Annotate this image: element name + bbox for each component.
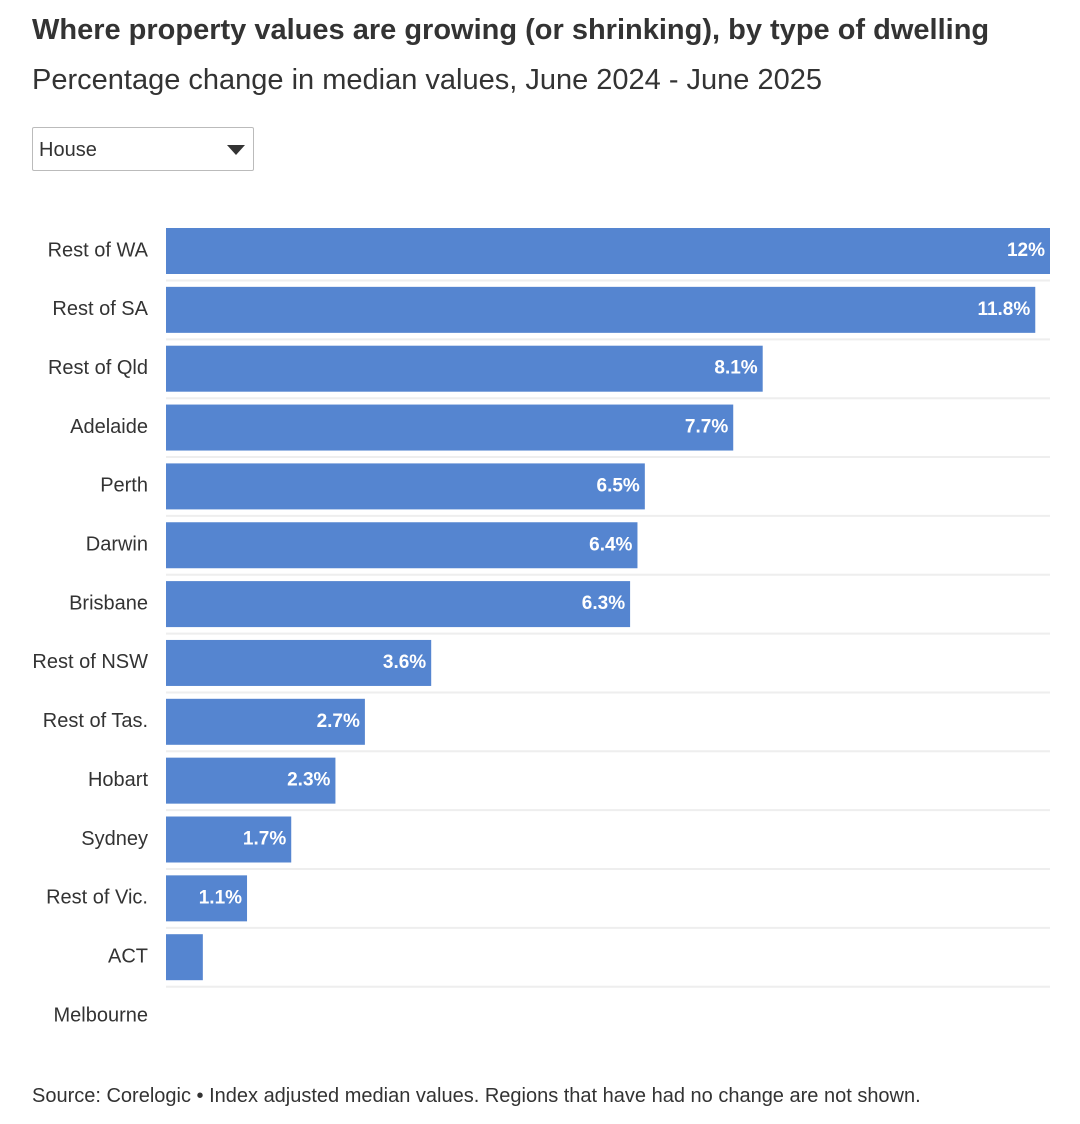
bar — [166, 463, 645, 510]
dwelling-type-dropdown[interactable]: House — [32, 127, 254, 171]
bar — [166, 875, 248, 922]
bar — [166, 345, 763, 392]
value-label: 6.5% — [597, 475, 640, 496]
value-label: 6.4% — [589, 534, 632, 555]
category-label: Perth — [100, 475, 148, 497]
bar — [166, 757, 336, 804]
chart-subtitle: Percentage change in median values, June… — [32, 64, 823, 96]
value-label: 3.6% — [383, 652, 426, 673]
category-label: Rest of Tas. — [43, 710, 148, 732]
category-label: Melbourne — [53, 1004, 148, 1026]
bar — [166, 816, 292, 863]
category-label: Rest of WA — [48, 239, 149, 261]
value-label: 1.1% — [199, 887, 242, 908]
bar — [166, 698, 365, 745]
bar — [166, 581, 631, 628]
category-label: Sydney — [81, 828, 148, 850]
source-note: Source: Corelogic • Index adjusted media… — [32, 1085, 921, 1107]
dropdown-value[interactable]: House — [39, 139, 97, 161]
chart-title: Where property values are growing (or sh… — [32, 14, 990, 46]
chart: Rest of WA 12% Rest of SA 11.8% Rest of Qld 8… — [32, 228, 1050, 1026]
bar — [166, 228, 1050, 274]
value-label: 2.7% — [317, 711, 360, 732]
category-label: Rest of Qld — [48, 357, 148, 379]
bar — [166, 404, 734, 451]
bar — [166, 286, 1036, 333]
value-label: 6.3% — [582, 593, 625, 614]
category-label: Rest of Vic. — [46, 887, 148, 909]
category-label: Rest of SA — [52, 298, 148, 320]
category-label: Darwin — [86, 534, 148, 556]
value-label: 7.7% — [685, 417, 728, 438]
value-label: 1.7% — [243, 829, 286, 850]
value-label: 11.8% — [977, 299, 1030, 320]
bar — [166, 639, 432, 686]
dropdown-arrow[interactable] — [227, 145, 245, 155]
value-label: 8.1% — [714, 358, 757, 379]
bar — [166, 522, 638, 569]
category-label: Hobart — [88, 769, 148, 791]
category-label: Adelaide — [70, 416, 148, 438]
value-label: 12% — [1007, 240, 1045, 261]
value-label: 2.3% — [287, 770, 330, 791]
category-label: Brisbane — [69, 592, 148, 614]
category-label: ACT — [108, 945, 148, 967]
bar — [166, 934, 203, 981]
category-label: Rest of NSW — [32, 651, 148, 673]
